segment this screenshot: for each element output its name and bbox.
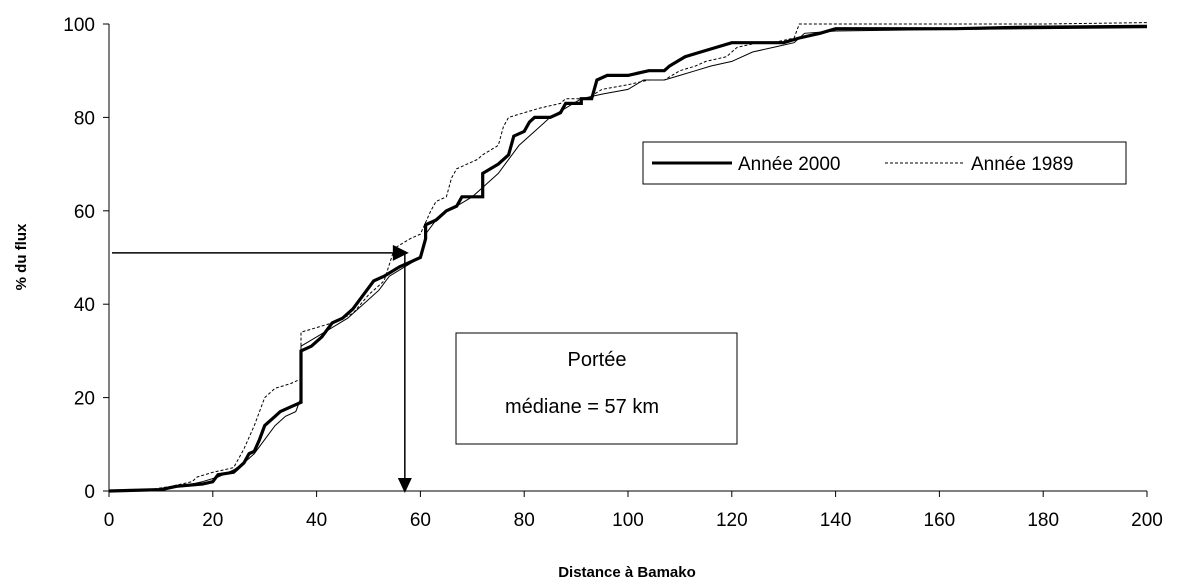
x-axis-title: Distance à Bamako — [558, 564, 696, 581]
legend-label-2000: Année 2000 — [738, 154, 841, 175]
x-tick-label: 160 — [924, 510, 956, 531]
series-line-1 — [108, 22, 1148, 492]
x-tick-label: 180 — [1027, 510, 1059, 531]
series-line-0 — [108, 24, 1148, 493]
x-tick-label: 60 — [410, 510, 431, 531]
y-axis-title: % du flux — [13, 223, 30, 290]
x-tick-label: 80 — [514, 510, 535, 531]
x-tick-label: 20 — [202, 510, 223, 531]
axes: 0 20 40 60 80 100 120 140 160 180 200 0 20 40 60 80 100 — [63, 15, 1163, 531]
median-horizontal-arrowhead — [392, 244, 409, 261]
annotation-frame — [455, 332, 738, 445]
y-tick-label: 40 — [74, 295, 95, 316]
median-vertical-arrowhead — [397, 478, 412, 493]
x-tick-label: 120 — [716, 510, 748, 531]
median-arrows — [112, 244, 412, 493]
legend: Année 2000 Année 1989 — [642, 141, 1127, 185]
legend-label-1989: Année 1989 — [971, 154, 1074, 175]
x-tick-label: 200 — [1131, 510, 1163, 531]
y-tick-label: 80 — [74, 108, 95, 129]
series-group — [108, 22, 1148, 493]
y-tick-label: 20 — [74, 389, 95, 410]
x-tick-label: 100 — [612, 510, 644, 531]
annotation-box: Portée médiane = 57 km — [455, 332, 738, 445]
series-line-2 — [108, 27, 1148, 492]
y-tick-label: 0 — [84, 482, 95, 503]
y-tick-label: 100 — [63, 15, 95, 36]
x-tick-label: 0 — [104, 510, 115, 531]
x-tick-label: 40 — [306, 510, 327, 531]
annotation-line-2: médiane = 57 km — [505, 396, 659, 418]
x-tick-label: 140 — [820, 510, 852, 531]
annotation-line-1: Portée — [568, 349, 627, 371]
y-tick-label: 60 — [74, 202, 95, 223]
